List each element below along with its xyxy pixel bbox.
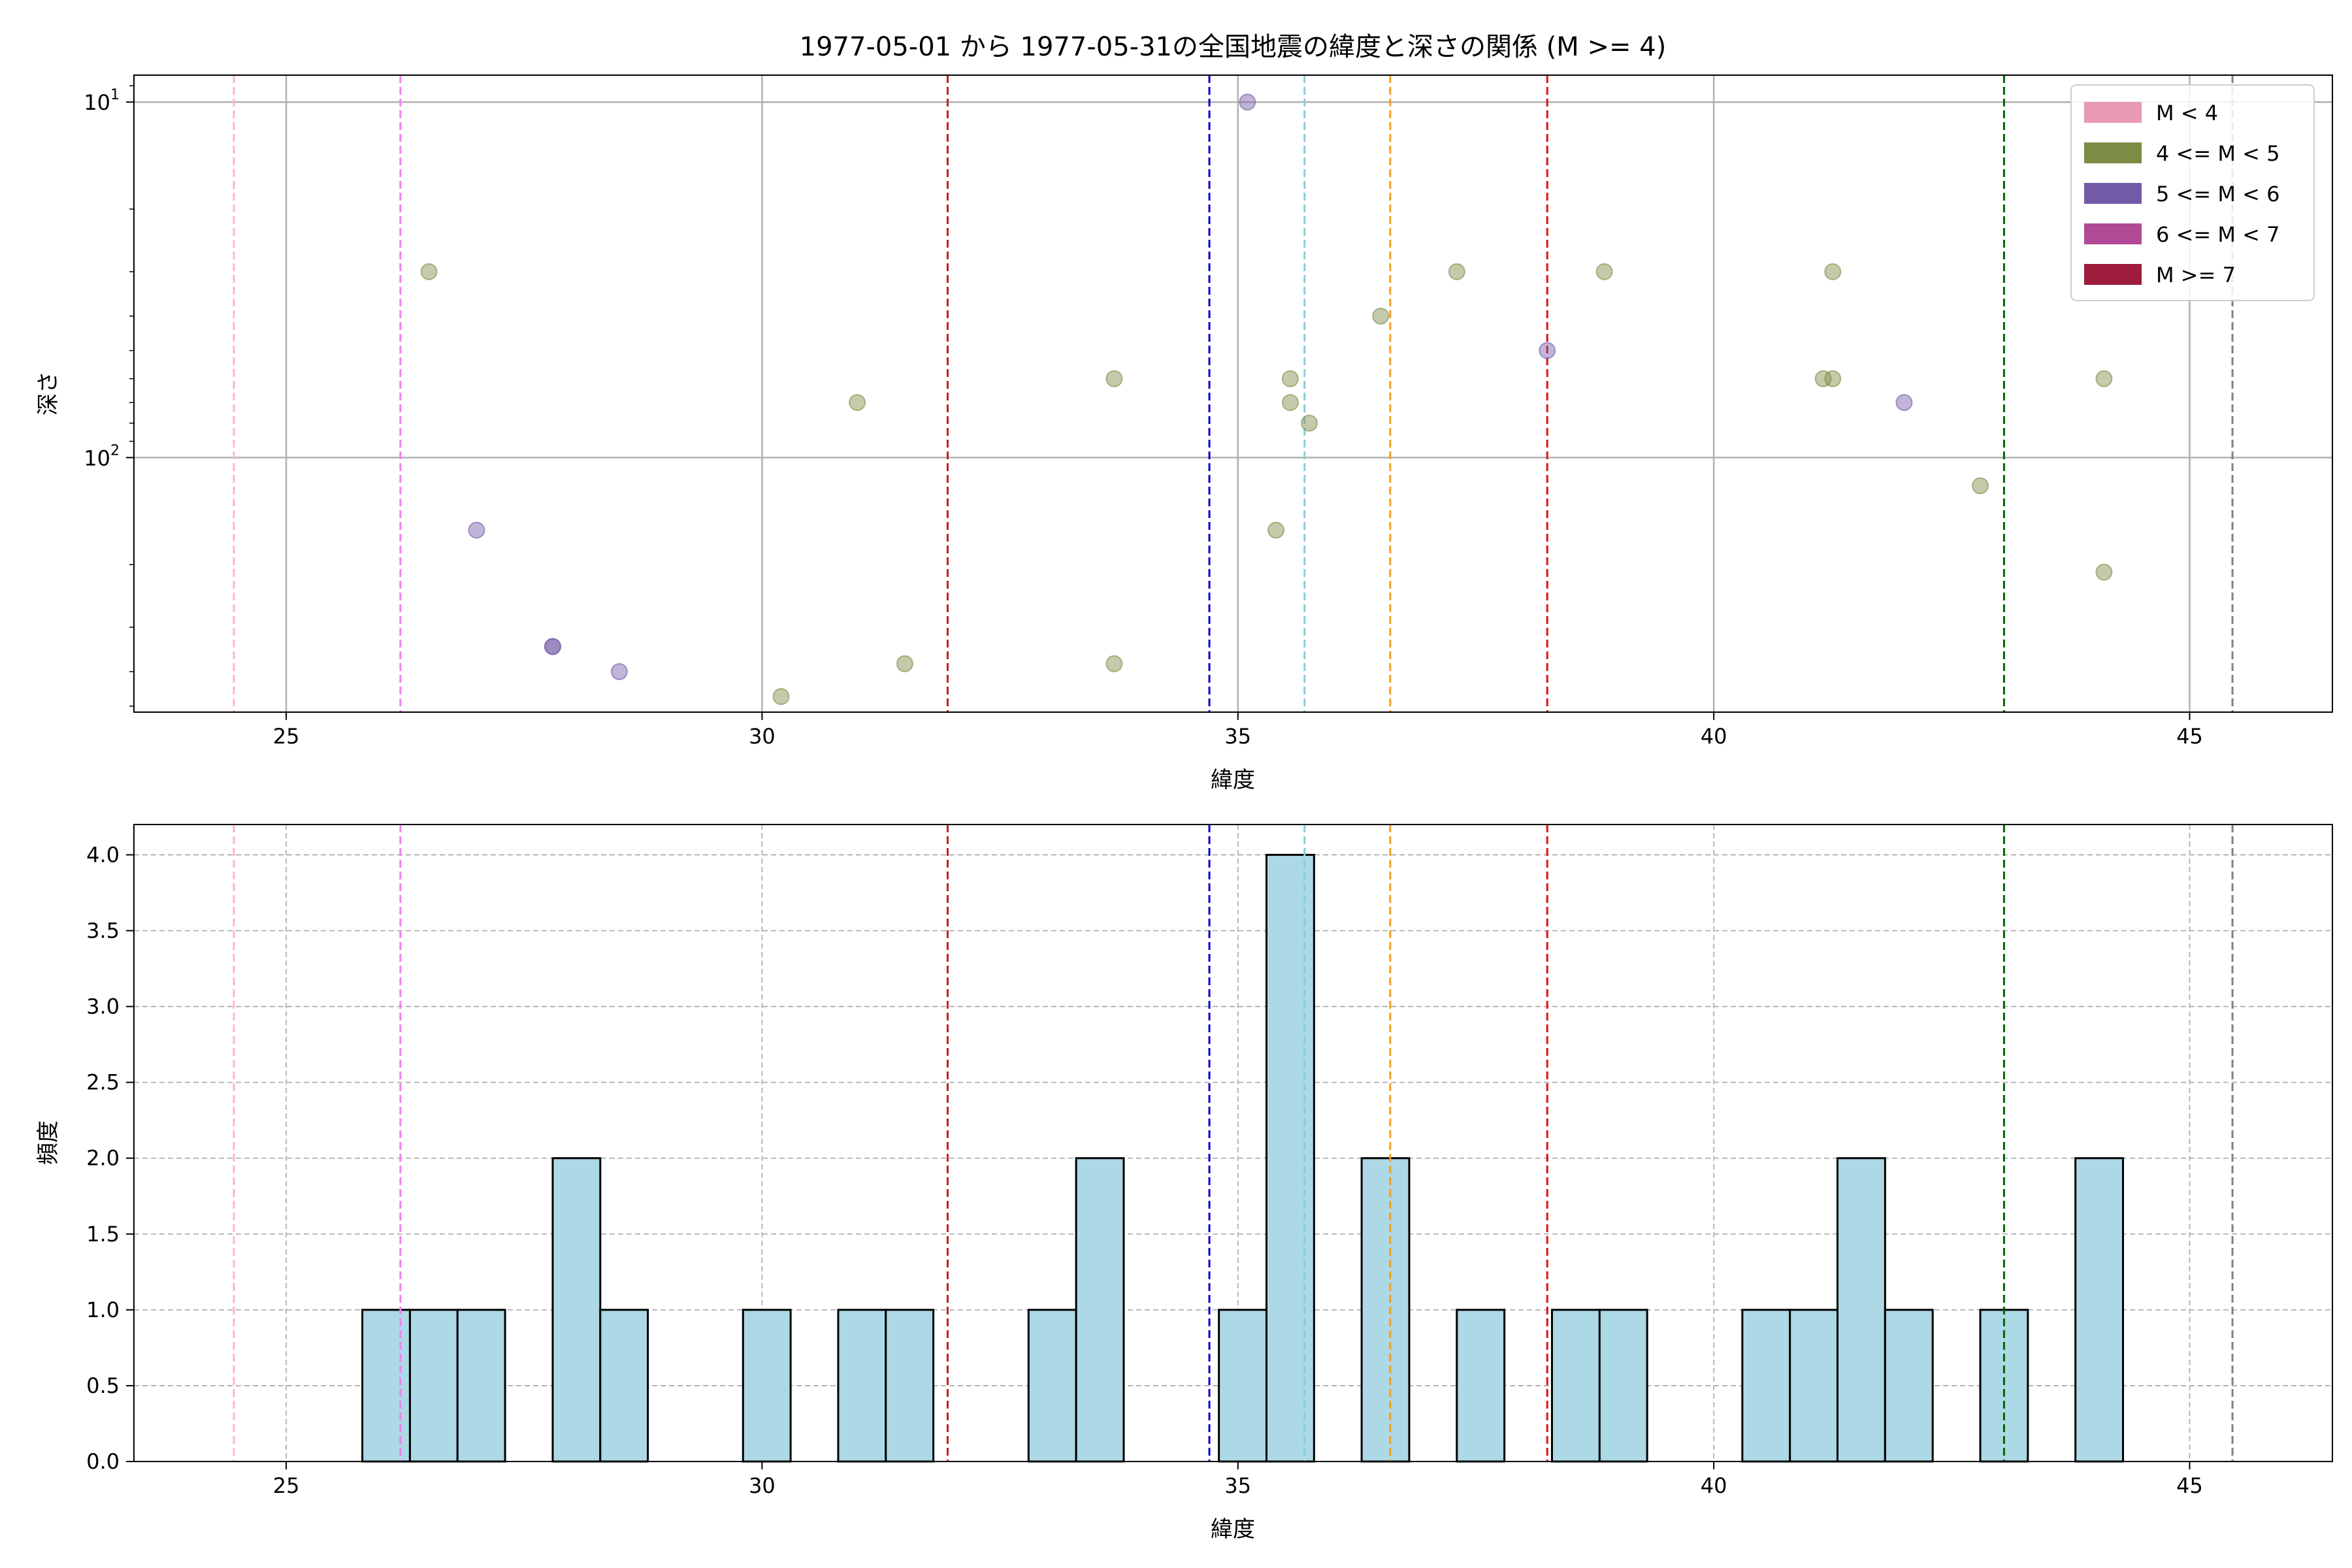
scatter-point	[772, 688, 790, 706]
legend-label: 4 <= M < 5	[2156, 141, 2279, 166]
scatter-point	[1448, 263, 1465, 280]
histogram-bar	[361, 1309, 411, 1463]
histogram-bar	[1218, 1309, 1267, 1463]
scatter-reference-lines	[233, 75, 2234, 712]
histogram-bar	[1837, 1157, 1886, 1463]
histogram-x-tick-label: 45	[2176, 1473, 2203, 1498]
histogram-bar	[408, 1309, 459, 1463]
chart-title: 1977-05-01 から 1977-05-31の全国地震の緯度と深さの関係 (…	[800, 32, 1667, 62]
histogram-bar	[1550, 1309, 1601, 1463]
scatter-point	[1281, 394, 1299, 412]
scatter-x-axis-label: 緯度	[1211, 767, 1255, 793]
scatter-axes-frame	[133, 74, 2333, 713]
legend-swatch	[2084, 183, 2142, 204]
scatter-point	[1972, 477, 1989, 495]
scatter-panel: 25 30 35 40 45 101 102 緯度 深さ M < 4 4 <= M < 5 5…	[35, 74, 2333, 793]
histogram-bar	[1265, 853, 1315, 1463]
histogram-panel: 25 30 35 40 45 0.0 0.5 1.0 1.5 2.0 2.5 3.0 3.5 4.0 緯…	[35, 824, 2333, 1543]
histogram-y-tick-label: 0.5	[86, 1373, 120, 1398]
legend-label: 5 <= M < 6	[2156, 182, 2279, 206]
histogram-x-tick-label: 30	[749, 1473, 776, 1498]
scatter-point	[2095, 370, 2113, 387]
scatter-x-tick-label: 30	[749, 724, 776, 749]
scatter-point	[1595, 263, 1613, 280]
histogram-y-tick-label: 3.0	[86, 994, 120, 1019]
histogram-y-axis-label: 頻度	[35, 1120, 61, 1165]
histogram-x-tick-label: 35	[1224, 1473, 1251, 1498]
scatter-y-ticks: 101 102	[84, 85, 134, 707]
legend-label: M >= 7	[2156, 263, 2236, 287]
scatter-point	[1814, 370, 1832, 387]
legend-swatch	[2084, 264, 2142, 285]
histogram-x-tick-label: 40	[1701, 1473, 1727, 1498]
legend-box	[2070, 84, 2315, 301]
scatter-point	[1267, 521, 1285, 539]
histogram-y-tick-label: 1.0	[86, 1298, 120, 1322]
histogram-y-tick-label: 2.0	[86, 1146, 120, 1171]
histogram-y-tick-label: 1.5	[86, 1222, 120, 1247]
scatter-point	[468, 521, 485, 539]
histogram-bars	[361, 853, 2125, 1463]
legend-swatch	[2084, 223, 2142, 244]
scatter-point	[420, 263, 438, 280]
histogram-bar	[2074, 1157, 2125, 1463]
scatter-point	[2095, 563, 2113, 581]
scatter-x-tick-label: 45	[2176, 724, 2203, 749]
scatter-point	[1539, 342, 1556, 359]
scatter-point	[1824, 370, 1842, 387]
scatter-point	[1105, 655, 1123, 672]
scatter-point	[1281, 370, 1299, 387]
scatter-point	[1105, 370, 1123, 387]
histogram-bar	[1027, 1309, 1077, 1463]
scatter-x-tick-label: 40	[1701, 724, 1727, 749]
histogram-y-tick-label: 4.0	[86, 842, 120, 867]
histogram-bar	[1598, 1309, 1648, 1463]
histogram-bar	[1075, 1157, 1125, 1463]
scatter-x-tick-label: 35	[1224, 724, 1251, 749]
scatter-point	[610, 662, 628, 680]
scatter-y-tick-label: 102	[84, 442, 120, 470]
histogram-bar	[837, 1309, 887, 1463]
histogram-bar	[1741, 1309, 1791, 1463]
histogram-bar	[1789, 1309, 1839, 1463]
scatter-point	[1301, 414, 1318, 432]
scatter-point	[544, 638, 561, 655]
histogram-x-tick-label: 25	[273, 1473, 300, 1498]
histogram-x-ticks: 25 30 35 40 45	[273, 1462, 2203, 1498]
histogram-y-ticks: 0.0 0.5 1.0 1.5 2.0 2.5 3.0 3.5 4.0	[86, 842, 134, 1474]
histogram-y-tick-label: 2.5	[86, 1070, 120, 1095]
legend: M < 4 4 <= M < 5 5 <= M < 6 6 <= M < 7 M >= …	[2070, 84, 2315, 301]
histogram-x-axis-label: 緯度	[1211, 1516, 1255, 1543]
scatter-point	[1372, 307, 1390, 325]
scatter-point	[849, 394, 866, 412]
histogram-bar	[1360, 1157, 1411, 1463]
histogram-reference-lines	[233, 825, 2234, 1462]
scatter-y-axis-label: 深さ	[35, 371, 61, 416]
histogram-bar	[599, 1309, 649, 1463]
scatter-point	[1824, 263, 1842, 280]
histogram-bar	[885, 1309, 935, 1463]
scatter-point	[896, 655, 913, 672]
histogram-bar	[456, 1309, 506, 1463]
legend-swatch	[2084, 102, 2142, 123]
scatter-x-ticks: 25 30 35 40 45	[273, 712, 2203, 749]
histogram-y-tick-label: 3.5	[86, 919, 120, 943]
histogram-bar	[742, 1309, 792, 1463]
histogram-bar	[1456, 1309, 1506, 1463]
scatter-x-tick-label: 25	[273, 724, 300, 749]
scatter-point	[1895, 394, 1913, 412]
scatter-points	[420, 93, 2113, 706]
histogram-axes-frame	[133, 824, 2333, 1462]
legend-label: M < 4	[2156, 101, 2218, 125]
histogram-bar	[1884, 1309, 1934, 1463]
histogram-bar	[551, 1157, 602, 1463]
histogram-y-tick-label: 0.0	[86, 1449, 120, 1474]
legend-swatch	[2084, 142, 2142, 163]
scatter-y-tick-label: 101	[84, 87, 120, 115]
legend-label: 6 <= M < 7	[2156, 222, 2279, 247]
scatter-point	[1239, 93, 1256, 111]
scatter-grid	[134, 75, 2332, 712]
